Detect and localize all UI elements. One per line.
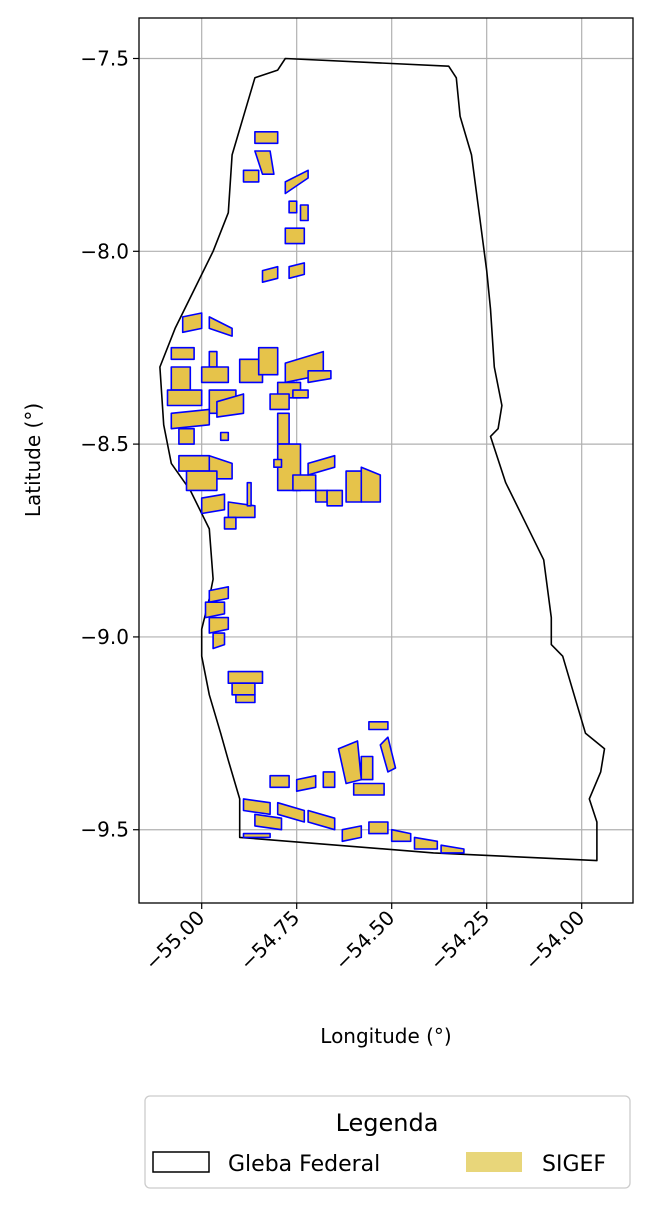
sigef-parcel bbox=[352, 782, 385, 796]
sigef-parcel bbox=[288, 262, 306, 280]
sigef-parcel bbox=[242, 832, 271, 839]
sigef-parcel bbox=[269, 774, 290, 789]
sigef-parcel bbox=[170, 346, 195, 361]
sigef-parcel bbox=[345, 470, 363, 503]
sigef-parcel bbox=[254, 150, 275, 175]
sigef-parcel bbox=[390, 828, 412, 843]
sigef-parcel bbox=[254, 813, 283, 831]
sigef-parcel bbox=[170, 366, 192, 391]
sigef-parcel bbox=[360, 755, 374, 781]
x-axis-label: Longitude (°) bbox=[320, 1024, 451, 1048]
sigef-parcel bbox=[200, 366, 230, 384]
y-tick-label: −9.0 bbox=[80, 625, 129, 649]
legend-title: Legenda bbox=[336, 1109, 439, 1137]
sigef-parcel bbox=[242, 169, 260, 183]
sigef-parcel bbox=[299, 204, 309, 222]
legend-label-gleba-federal: Gleba Federal bbox=[228, 1152, 380, 1177]
sigef-parcel bbox=[208, 316, 233, 337]
sigef-parcel bbox=[242, 798, 271, 816]
sigef-parcel bbox=[292, 474, 317, 492]
sigef-parcel bbox=[166, 389, 203, 407]
sigef-parcel bbox=[326, 489, 344, 507]
sigef-parcel bbox=[413, 836, 439, 850]
sigef-parcel bbox=[227, 670, 264, 685]
sigef-parcel bbox=[254, 131, 279, 145]
x-tick-label: −54.75 bbox=[235, 906, 304, 975]
plot-frame bbox=[138, 17, 634, 904]
sigef-parcel bbox=[261, 265, 279, 284]
sigef-parcel bbox=[307, 454, 336, 476]
sigef-parcel bbox=[257, 346, 279, 376]
sigef-parcel bbox=[269, 393, 290, 411]
legend-swatch-sigef bbox=[466, 1152, 522, 1172]
sigef-parcel bbox=[307, 369, 332, 384]
y-tick-label: −7.5 bbox=[80, 46, 129, 70]
sigef-parcel bbox=[307, 809, 336, 831]
sigef-parcel bbox=[178, 454, 211, 472]
sigef-parcel bbox=[219, 431, 230, 442]
sigef-parcel bbox=[288, 200, 298, 214]
gleba-federal-boundary bbox=[159, 57, 606, 862]
x-tick-label: −54.00 bbox=[520, 906, 589, 975]
sigef-parcel bbox=[341, 825, 363, 843]
legend: Legenda Gleba Federal SIGEF bbox=[144, 1095, 631, 1189]
sigef-parcel bbox=[368, 821, 389, 835]
sigef-parcel bbox=[379, 736, 397, 773]
sigef-parcel bbox=[284, 227, 306, 245]
sigef-parcel bbox=[235, 693, 256, 704]
sigef-parcel bbox=[208, 585, 230, 604]
gleba-federal-layer bbox=[159, 57, 606, 862]
sigef-parcel bbox=[276, 801, 306, 823]
sigef-parcel bbox=[368, 720, 389, 731]
x-tick-label: −54.25 bbox=[425, 906, 494, 975]
sigef-parcel bbox=[178, 427, 195, 445]
legend-label-sigef: SIGEF bbox=[542, 1152, 606, 1177]
sigef-parcel bbox=[223, 516, 237, 530]
sigef-parcel bbox=[185, 470, 218, 492]
sigef-parcel bbox=[204, 601, 226, 619]
sigef-parcel bbox=[295, 774, 317, 793]
x-axis-ticks: −55.00 −54.75 −54.50 −54.25 −54.00 bbox=[140, 903, 589, 975]
y-axis-label: Latitude (°) bbox=[21, 403, 45, 517]
x-tick-label: −54.50 bbox=[330, 906, 399, 975]
sigef-parcel bbox=[238, 358, 264, 384]
sigef-parcel bbox=[246, 481, 252, 507]
sigef-parcel bbox=[440, 844, 465, 854]
sigef-parcel bbox=[276, 412, 290, 445]
sigef-parcel bbox=[292, 389, 309, 399]
y-tick-label: −8.5 bbox=[80, 432, 129, 456]
y-axis-ticks: −7.5 −8.0 −8.5 −9.0 −9.5 bbox=[80, 46, 139, 842]
y-tick-label: −8.0 bbox=[80, 239, 129, 263]
legend-swatch-gleba-federal bbox=[152, 1151, 210, 1173]
sigef-parcel bbox=[208, 350, 218, 368]
sigef-parcel bbox=[322, 771, 336, 789]
sigef-parcel bbox=[231, 682, 256, 696]
sigef-parcels-layer bbox=[166, 131, 465, 854]
sigef-parcel bbox=[314, 489, 328, 503]
sigef-parcel bbox=[200, 493, 226, 515]
sigef-parcel bbox=[273, 458, 283, 469]
sigef-parcel bbox=[360, 466, 382, 503]
sigef-parcel bbox=[170, 408, 211, 430]
sigef-parcel bbox=[284, 169, 309, 195]
y-tick-label: −9.5 bbox=[80, 818, 129, 842]
sigef-parcel bbox=[337, 740, 363, 785]
sigef-parcel bbox=[181, 312, 203, 334]
sigef-parcel bbox=[208, 616, 230, 634]
grid bbox=[139, 18, 633, 903]
sigef-parcel bbox=[216, 393, 245, 418]
sigef-parcel bbox=[212, 632, 226, 650]
x-tick-label: −55.00 bbox=[140, 906, 209, 975]
